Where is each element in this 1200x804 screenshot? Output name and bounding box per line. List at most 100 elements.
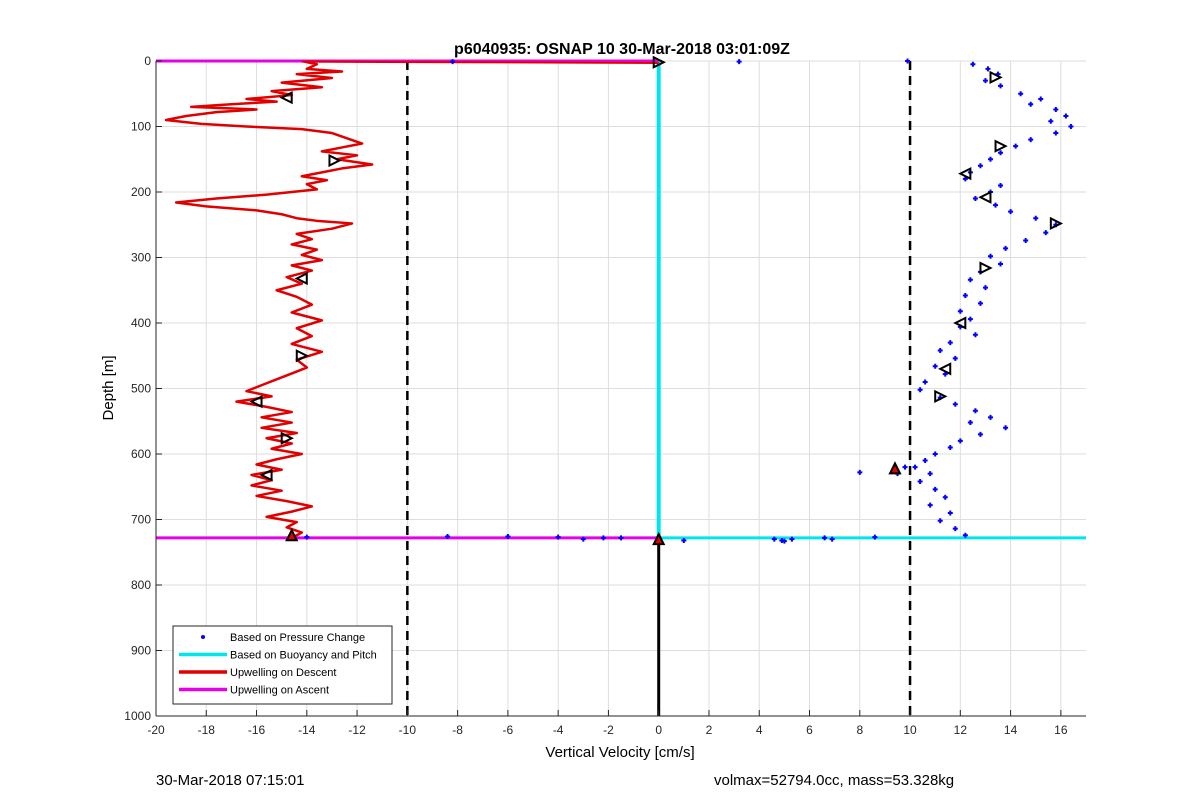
- triangle-marker: [934, 389, 948, 403]
- x-tick-label: -6: [503, 723, 514, 737]
- y-tick-label: 800: [131, 578, 151, 592]
- data-point: [977, 163, 983, 169]
- data-point: [580, 536, 586, 542]
- data-point: [970, 61, 976, 67]
- y-tick-label: 300: [131, 251, 151, 265]
- y-tick-label: 400: [131, 316, 151, 330]
- triangle-marker: [249, 394, 263, 409]
- x-tick-label: 12: [954, 723, 968, 737]
- data-point: [555, 534, 561, 540]
- y-tick-label: 600: [131, 447, 151, 461]
- data-point: [1003, 245, 1009, 251]
- x-tick-label: -14: [298, 723, 316, 737]
- triangle-marker: [994, 139, 1008, 153]
- data-point: [1048, 118, 1054, 124]
- y-tick-label: 700: [131, 513, 151, 527]
- legend: Based on Pressure Change Based on Buoyanc…: [172, 625, 393, 705]
- data-point: [998, 182, 1004, 188]
- y-axis-label: Depth [m]: [100, 355, 117, 420]
- data-point: [1028, 101, 1034, 107]
- x-tick-label: -4: [553, 723, 564, 737]
- x-tick-label: 16: [1054, 723, 1068, 737]
- data-point: [1003, 425, 1009, 431]
- data-point: [947, 444, 953, 450]
- data-point: [972, 196, 978, 202]
- data-point: [932, 451, 938, 457]
- y-tick-label: 0: [144, 54, 151, 68]
- grid: [155, 60, 1086, 717]
- y-tick-label: 900: [131, 644, 151, 658]
- data-point: [987, 156, 993, 162]
- data-point: [972, 408, 978, 414]
- data-point: [600, 535, 606, 541]
- data-point: [922, 458, 928, 464]
- data-point: [1033, 215, 1039, 221]
- plot-area: [156, 55, 1086, 716]
- data-point: [998, 261, 1004, 267]
- y-tick-label: 200: [131, 185, 151, 199]
- triangle-marker: [978, 190, 992, 204]
- data-point: [952, 355, 958, 361]
- data-point: [822, 535, 828, 541]
- x-tick-label: -16: [248, 723, 266, 737]
- data-point: [967, 277, 973, 283]
- data-point: [985, 66, 991, 72]
- triangle-marker: [652, 531, 666, 546]
- legend-label: Upwelling on Ascent: [230, 685, 329, 697]
- data-point: [957, 438, 963, 444]
- x-tick-label: 6: [806, 723, 813, 737]
- y-tick-label: 100: [131, 120, 151, 134]
- data-point: [927, 471, 933, 477]
- x-tick-label: -10: [399, 723, 417, 737]
- y-tick-label: 500: [131, 382, 151, 396]
- x-axis-label: Vertical Velocity [cm/s]: [545, 744, 694, 761]
- data-point: [932, 363, 938, 369]
- data-point: [977, 300, 983, 306]
- data-point: [932, 486, 938, 492]
- data-point: [771, 536, 777, 542]
- data-point: [1038, 96, 1044, 102]
- data-point: [1028, 137, 1034, 143]
- triangle-marker: [652, 55, 666, 69]
- data-point: [857, 469, 863, 475]
- triangle-marker: [958, 167, 972, 181]
- data-point: [982, 285, 988, 291]
- data-point: [1068, 124, 1074, 129]
- data-point: [927, 502, 933, 508]
- data-point: [1053, 106, 1059, 112]
- data-point: [993, 202, 999, 208]
- legend-label: Based on Pressure Change: [230, 632, 365, 644]
- x-tick-label: -8: [452, 723, 463, 737]
- data-point: [987, 414, 993, 420]
- x-tick-label: 2: [706, 723, 713, 737]
- data-point: [304, 534, 310, 540]
- footer-timestamp: 30-Mar-2018 07:15:01: [156, 772, 305, 789]
- triangle-marker: [989, 70, 1003, 84]
- data-point: [912, 464, 918, 470]
- data-point: [872, 534, 878, 540]
- triangle-marker: [979, 261, 993, 275]
- data-point: [917, 479, 923, 485]
- data-point: [1043, 230, 1049, 236]
- data-point: [962, 292, 968, 298]
- triangle-marker: [938, 362, 952, 376]
- data-point: [789, 536, 795, 542]
- x-tick-label: -2: [603, 723, 614, 737]
- legend-label: Based on Buoyancy and Pitch: [230, 650, 377, 662]
- data-point: [967, 316, 973, 322]
- triangle-marker: [328, 153, 342, 168]
- data-point: [962, 532, 968, 538]
- data-point: [947, 340, 953, 346]
- data-point: [982, 78, 988, 84]
- data-point: [1023, 237, 1029, 243]
- data-point: [1008, 209, 1014, 215]
- data-point: [1063, 113, 1069, 119]
- data-point: [998, 150, 1004, 156]
- legend-swatch: [201, 635, 205, 639]
- footer-stats: volmax=52794.0cc, mass=53.328kg: [714, 772, 955, 789]
- axes: -20 -18 -16 -14 -12 -10 -8 -6 -4 -2 0 2 4 6 8 10 12 14 160…: [124, 54, 1086, 737]
- series-upwelling-descent: [164, 59, 374, 539]
- x-tick-label: 0: [655, 723, 662, 737]
- data-point: [937, 348, 943, 354]
